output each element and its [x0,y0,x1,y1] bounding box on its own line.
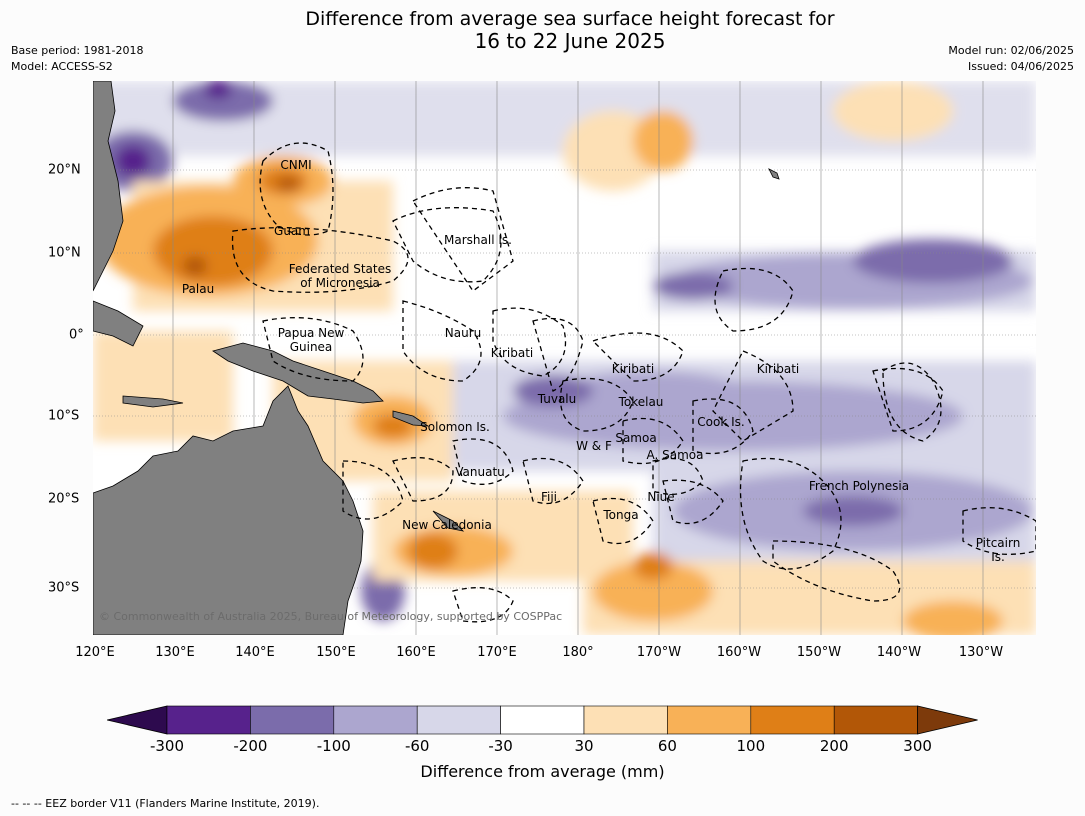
colorbar-tick-label: -100 [316,737,351,755]
label-png-line2: Guinea [289,340,333,354]
lon-label: 130°E [155,645,195,660]
metadata-right: Model run: 02/06/2025 Issued: 04/06/2025 [948,43,1074,75]
timor-island [122,395,184,408]
label-cook: Cook Is. [697,415,745,429]
lon-label: 160°W [716,645,762,660]
australia-landmass [93,385,364,635]
colorbar-tick-label: 200 [819,737,849,755]
label-american-samoa: A. Samoa [646,448,704,462]
colorbar-tick-label: -200 [233,737,268,755]
label-new-caledonia: New Caledonia [402,518,492,532]
colorbar-segment [750,705,835,735]
lon-label: 120°E [75,645,115,660]
colorbar-segment [583,705,668,735]
lon-label: 130°W [958,645,1004,660]
eez-borders [231,142,1036,623]
label-samoa: Samoa [615,431,657,445]
colorbar-extend-low [107,705,168,735]
colorbar-segment [333,705,418,735]
lon-label: 180° [562,645,594,660]
colorbar-extend-high [917,705,978,735]
lat-label: 20°S [48,491,80,507]
colorbar [107,705,978,735]
model-run: Model run: 02/06/2025 [948,44,1074,57]
label-fsm-line1: Federated States [288,262,392,276]
label-marshall: Marshall Is. [444,233,512,247]
model-name: Model: ACCESS-S2 [11,60,113,73]
label-niue: Niue [647,490,675,504]
colorbar-tick-label: 30 [574,737,594,755]
copyright-credit: © Commonwealth of Australia 2025, Bureau… [99,610,563,623]
label-solomon: Solomon Is. [420,420,490,434]
label-nauru: Nauru [444,326,482,340]
colorbar-segment [416,705,501,735]
label-vanuatu: Vanuatu [455,465,505,479]
label-tonga: Tonga [603,508,639,522]
label-fsm: Federated States of Micronesia [289,262,391,290]
lon-label: 140°W [876,645,922,660]
label-guam: Guam [274,224,310,238]
label-french-polynesia: French Polynesia [808,479,910,493]
label-fiji: Fiji [540,490,558,504]
metadata-left: Base period: 1981-2018 Model: ACCESS-S2 [11,43,143,75]
lon-label: 170°W [636,645,682,660]
colorbar-tick-label: 300 [903,737,932,755]
colorbar-segment [833,705,918,735]
title-line-1: Difference from average sea surface heig… [305,8,835,30]
map-title: Difference from average sea surface heig… [0,8,1085,52]
label-palau: Palau [181,282,215,296]
colorbar-tick-label: 100 [736,737,766,755]
label-tuvalu: Tuvalu [537,392,577,406]
lon-label: 150°W [796,645,842,660]
colorbar-segment [667,705,752,735]
lon-label: 140°E [235,645,275,660]
lat-label: 30°S [48,580,80,596]
label-kiribati-east: Kiribati [756,362,800,376]
colorbar-tick-label: -30 [488,737,513,755]
lon-label: 170°E [477,645,517,660]
label-wallis-futuna: W & F [576,439,612,453]
eez-legend-note: -- -- -- EEZ border V11 (Flanders Marine… [11,797,320,810]
philippines-landmass [93,81,124,292]
title-line-2: 16 to 22 June 2025 [474,29,666,53]
lon-label: 150°E [316,645,356,660]
label-pitcairn-line1: Pitcairn [975,536,1021,550]
label-fsm-line2: of Micronesia [300,276,380,290]
label-tokelau: Tokelau [618,395,664,409]
hawaii-islands [768,168,780,180]
label-png: Papua New Guinea [278,326,345,354]
label-png-line1: Papua New [277,326,345,340]
lat-label: 0° [69,327,84,343]
solomon-islands [392,410,430,427]
colorbar-label: Difference from average (mm) [420,762,665,781]
lat-label: 20°N [48,162,81,178]
lon-label: 160°E [396,645,436,660]
label-kiribati-west: Kiribati [490,346,534,360]
base-period: Base period: 1981-2018 [11,44,144,57]
indonesia-landmass [93,300,144,347]
map-panel[interactable] [93,81,1036,635]
lat-label: 10°N [48,245,81,261]
label-cnmi: CNMI [280,158,312,172]
label-pitcairn-line2: Is. [991,550,1005,564]
colorbar-segment [250,705,335,735]
colorbar-tick-label: -300 [149,737,185,755]
map-canvas [93,81,1036,635]
colorbar-tick-label: 60 [657,737,677,755]
colorbar-segment [500,705,585,735]
colorbar-segment [166,705,251,735]
colorbar-tick-label: -60 [404,737,430,755]
lat-label: 10°S [48,408,80,424]
label-kiribati-central: Kiribati [611,362,655,376]
new-caledonia-island [432,510,465,532]
issued-date: Issued: 04/06/2025 [967,60,1074,73]
label-pitcairn: Pitcairn Is. [976,536,1021,564]
